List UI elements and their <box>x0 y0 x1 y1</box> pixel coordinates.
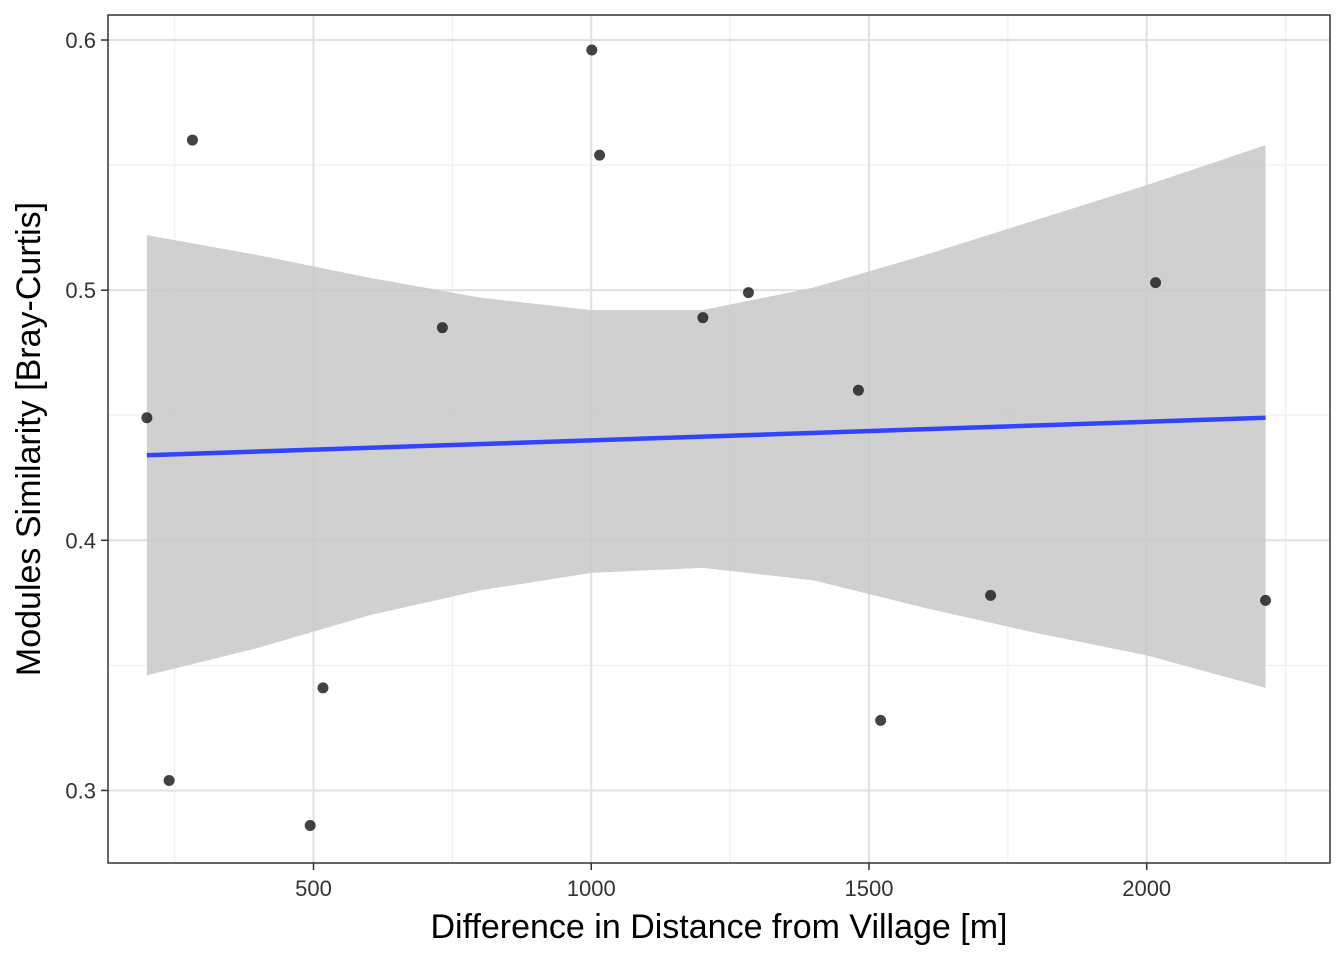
data-point <box>304 819 316 831</box>
data-points <box>141 44 1272 831</box>
y-axis-ticks: 0.3 0.4 0.5 0.6 <box>65 28 108 803</box>
data-point <box>875 714 887 726</box>
data-point <box>141 412 153 424</box>
trend-line-layer <box>146 415 1266 458</box>
y-tick-label: 0.5 <box>65 278 96 303</box>
x-axis-ticks: 500 1000 1500 2000 <box>295 863 1171 901</box>
data-point <box>1150 277 1162 289</box>
x-axis-title: Difference in Distance from Village [m] <box>431 908 1008 946</box>
data-point <box>985 589 997 601</box>
y-axis-title: Modules Similarity [Bray-Curtis] <box>10 202 48 676</box>
data-point <box>742 287 754 299</box>
data-point <box>586 44 598 56</box>
data-point <box>697 312 709 324</box>
x-tick-label: 1500 <box>844 876 893 901</box>
x-tick-label: 500 <box>295 876 332 901</box>
confidence-band <box>146 145 1266 688</box>
data-point <box>594 149 606 161</box>
data-point <box>436 322 448 334</box>
plot-panel-border <box>107 14 1331 864</box>
x-tick-label: 2000 <box>1122 876 1171 901</box>
data-point <box>186 134 198 146</box>
data-point <box>852 384 864 396</box>
y-tick-label: 0.6 <box>65 28 96 53</box>
y-tick-label: 0.4 <box>65 528 96 553</box>
y-tick-label: 0.3 <box>65 778 96 803</box>
data-point <box>1260 594 1272 606</box>
trend-line <box>146 415 1266 458</box>
data-point <box>163 774 175 786</box>
x-tick-label: 1000 <box>567 876 616 901</box>
confidence-band-layer <box>146 145 1266 688</box>
data-point <box>317 682 329 694</box>
